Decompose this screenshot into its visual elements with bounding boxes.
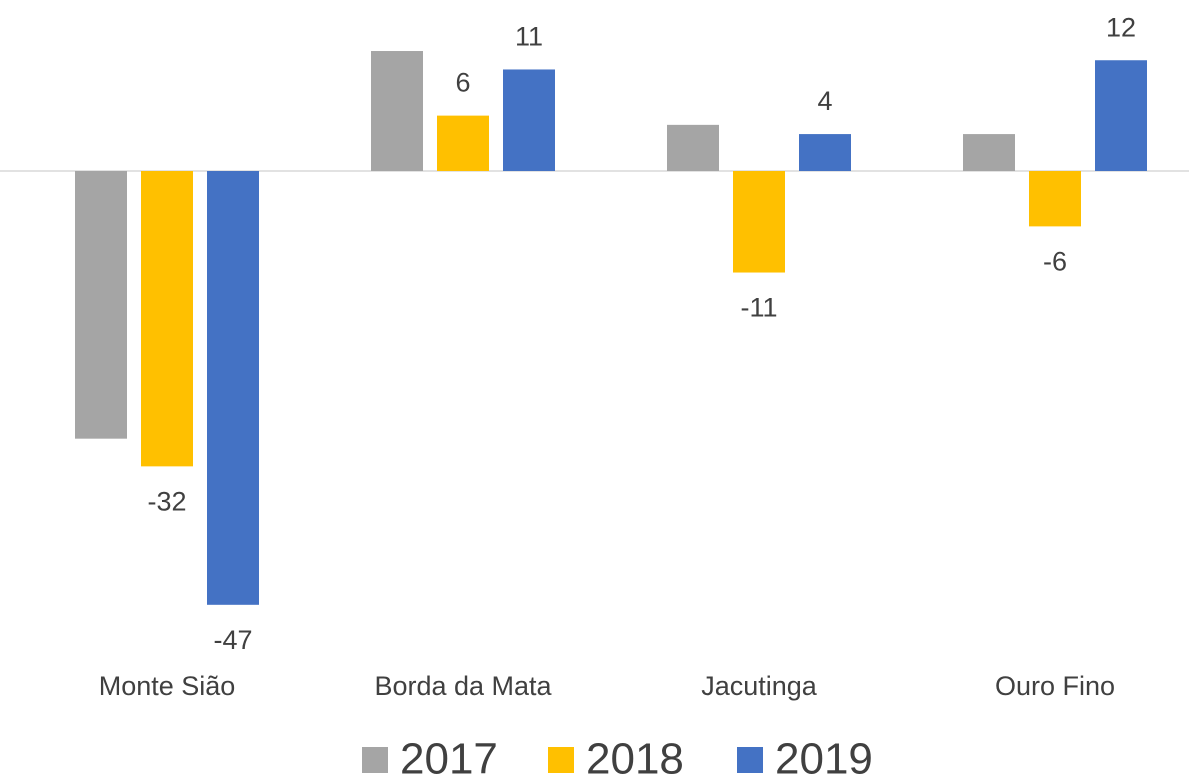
bar [667, 124, 719, 171]
bar [371, 51, 423, 172]
x-tick-label: Ouro Fino [995, 671, 1115, 701]
bar [75, 171, 127, 439]
legend-label: 2019 [775, 735, 873, 782]
x-tick-label: Monte Sião [99, 671, 236, 701]
bar [207, 171, 259, 605]
legend-swatch [362, 747, 388, 773]
bar [141, 171, 193, 467]
data-label: 6 [455, 68, 470, 98]
legend-label: 2018 [586, 735, 684, 782]
x-tick-label: Jacutinga [701, 671, 818, 701]
bar [437, 115, 489, 171]
bar [963, 134, 1015, 171]
bar [1095, 60, 1147, 171]
data-label: 4 [817, 86, 832, 116]
bar [733, 171, 785, 273]
legend-swatch [737, 747, 763, 773]
bar [799, 134, 851, 171]
data-label: -11 [740, 293, 777, 323]
x-tick-label: Borda da Mata [374, 671, 552, 701]
bar [503, 69, 555, 171]
legend-swatch [548, 747, 574, 773]
data-label: -6 [1043, 247, 1067, 277]
legend-label: 2017 [400, 735, 498, 782]
data-label: 11 [515, 22, 543, 52]
bar [1029, 171, 1081, 227]
data-label: -47 [213, 625, 252, 655]
data-label: 12 [1106, 12, 1136, 42]
data-label: -32 [147, 486, 186, 516]
